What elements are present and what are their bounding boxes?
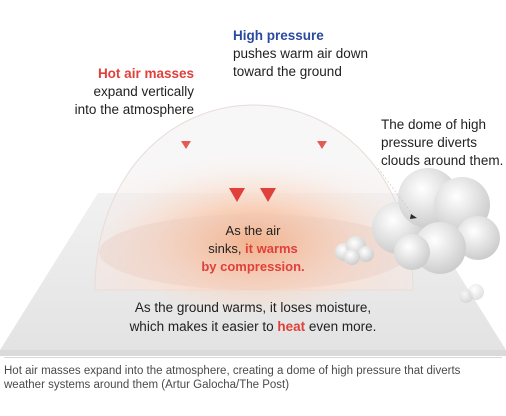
- air-line2-red: it warms: [245, 241, 298, 256]
- dome-label: The dome of high pressure diverts clouds…: [381, 116, 506, 170]
- hot-air-label: Hot air masses expand vertically into th…: [60, 65, 194, 119]
- small-arrowhead-icon: [181, 141, 327, 149]
- hot-air-core: [104, 157, 404, 313]
- ground-heat-patch: [99, 214, 409, 290]
- hot-air-title: Hot air masses: [97, 66, 194, 81]
- ground-line1: As the ground warms, it loses moisture,: [134, 300, 372, 315]
- air-line2-plain: sinks,: [208, 241, 246, 256]
- air-line3-red: by compression.: [201, 259, 305, 274]
- ground-edge-shadow: [0, 350, 506, 356]
- dome-line3: clouds around them.: [381, 153, 504, 168]
- dome-line1: The dome of high: [381, 117, 487, 132]
- heat-dome-illustration: [0, 104, 506, 356]
- high-pressure-label: High pressure pushes warm air down towar…: [233, 27, 368, 81]
- dome-pointer: [377, 167, 413, 215]
- hot-air-line1: expand vertically: [93, 84, 194, 99]
- ground-line2: which makes it easier to heat even more.: [0, 317, 506, 336]
- high-pressure-line1: pushes warm air down: [233, 46, 369, 61]
- down-arrow-icon: [229, 135, 245, 202]
- ground-line2-red: heat: [277, 319, 306, 334]
- ground-line2-plain: which makes it easier to: [129, 319, 278, 334]
- down-arrow-icon: [260, 135, 276, 202]
- high-pressure-line2: toward the ground: [233, 64, 342, 79]
- air-line2: sinks, it warms: [0, 240, 506, 258]
- high-pressure-title: High pressure: [233, 28, 324, 43]
- cloud-icon: [372, 168, 500, 274]
- figure-caption: Hot air masses expand into the atmospher…: [4, 365, 461, 391]
- ground-line2-end: even more.: [305, 319, 377, 334]
- compression-label: As the air sinks, it warms by compressio…: [0, 222, 506, 276]
- ground-label: As the ground warms, it loses moisture, …: [0, 298, 506, 336]
- cloud-icon: [335, 236, 374, 265]
- caption-divider: [4, 357, 502, 358]
- air-line1: As the air: [225, 223, 281, 238]
- pointer-head-icon: [410, 214, 417, 219]
- hot-air-line2: into the atmosphere: [74, 102, 194, 117]
- dome-line2: pressure diverts: [381, 135, 478, 150]
- cloud-icon: [459, 284, 484, 303]
